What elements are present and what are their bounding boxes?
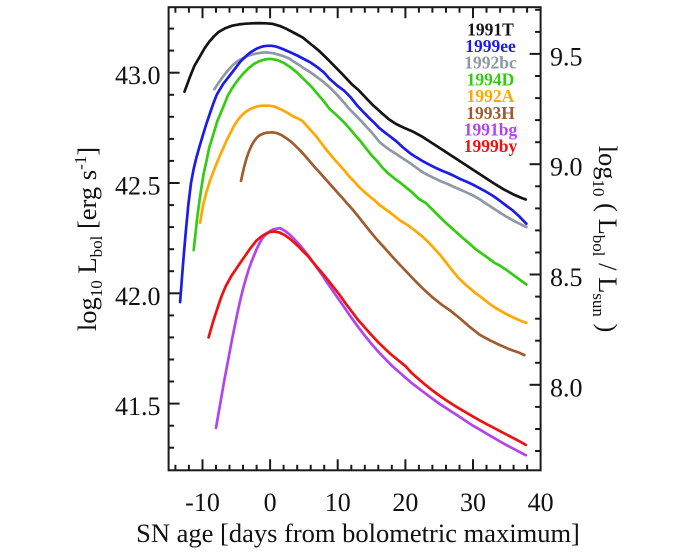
svg-text:41.5: 41.5	[115, 392, 161, 421]
svg-text:1999ee: 1999ee	[465, 36, 516, 56]
svg-text:9.5: 9.5	[550, 42, 583, 71]
svg-text:8.0: 8.0	[550, 373, 583, 402]
svg-text:10: 10	[325, 488, 351, 517]
svg-text:-10: -10	[185, 488, 220, 517]
svg-text:43.0: 43.0	[115, 61, 161, 90]
svg-text:9.0: 9.0	[550, 153, 583, 182]
svg-text:42.0: 42.0	[115, 282, 161, 311]
svg-text:42.5: 42.5	[115, 172, 161, 201]
svg-text:SN age [days from bolometric m: SN age [days from bolometric maximum]	[136, 518, 580, 548]
svg-text:1992A: 1992A	[467, 86, 515, 106]
svg-text:0: 0	[264, 488, 277, 517]
svg-text:8.5: 8.5	[550, 263, 583, 292]
svg-text:1992bc: 1992bc	[464, 53, 517, 73]
svg-text:40: 40	[528, 488, 554, 517]
svg-text:log10 Lbol [erg s-1]: log10 Lbol [erg s-1]	[71, 147, 106, 331]
svg-text:1994D: 1994D	[467, 69, 515, 89]
svg-text:1991bg: 1991bg	[464, 120, 518, 140]
svg-text:30: 30	[460, 488, 486, 517]
svg-text:1999by: 1999by	[464, 136, 518, 156]
svg-text:1993H: 1993H	[466, 103, 515, 123]
svg-text:1991T: 1991T	[467, 19, 514, 39]
svg-text:20: 20	[392, 488, 418, 517]
